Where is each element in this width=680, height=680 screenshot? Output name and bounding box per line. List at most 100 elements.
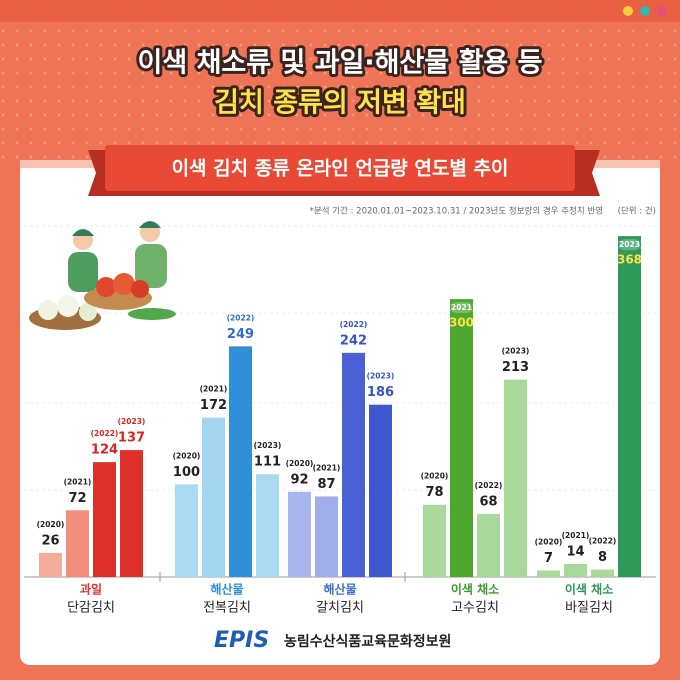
year-label: (2021) bbox=[313, 463, 341, 472]
bar bbox=[369, 404, 392, 577]
year-label: (2020) bbox=[535, 538, 563, 547]
value-label: 68 bbox=[479, 495, 497, 510]
year-label: (2023) bbox=[254, 441, 282, 450]
value-label: 87 bbox=[317, 477, 335, 492]
value-label: 111 bbox=[254, 455, 281, 470]
bar bbox=[202, 417, 225, 577]
x-tick-label: 고수김치 bbox=[451, 601, 499, 616]
footer-org: 농림수산식품교육문화정보원 bbox=[284, 633, 451, 650]
chart-title: 이색 김치 종류 온라인 언급량 연도별 추이 bbox=[172, 158, 509, 180]
cabbage bbox=[79, 303, 97, 321]
year-label: (2020) bbox=[37, 520, 65, 529]
year-label: (2023) bbox=[367, 372, 395, 381]
bar bbox=[591, 569, 614, 577]
year-label: (2022) bbox=[340, 320, 368, 329]
value-label: 8 bbox=[598, 550, 607, 565]
bar bbox=[537, 570, 560, 577]
year-label: (2022) bbox=[91, 429, 119, 438]
bar bbox=[288, 491, 311, 577]
value-label: 249 bbox=[227, 327, 254, 342]
cabbage bbox=[38, 300, 58, 320]
note: *분석 기간 : 2020.01.01~2023.10.31 / 2023년도 … bbox=[310, 206, 603, 217]
value-label: 186 bbox=[367, 385, 394, 400]
category-label: 이색 채소 bbox=[565, 582, 613, 597]
year-label: (2022) bbox=[475, 481, 503, 490]
bar bbox=[342, 352, 365, 577]
value-label: 137 bbox=[118, 431, 145, 446]
category-label: 해산물 bbox=[210, 582, 243, 597]
bar bbox=[618, 236, 641, 577]
value-label: 124 bbox=[91, 443, 118, 458]
x-tick-label: 전복김치 bbox=[203, 601, 251, 616]
headline-line-1: 이색 채소류 및 과일·해산물 활용 등 bbox=[137, 48, 542, 79]
background-dots bbox=[0, 0, 680, 160]
value-label: 368 bbox=[617, 253, 642, 267]
bar bbox=[66, 510, 89, 577]
footer: EPIS 농림수산식품교육문화정보원 bbox=[214, 628, 451, 653]
bar bbox=[477, 514, 500, 577]
kimchi bbox=[96, 277, 116, 297]
value-label: 300 bbox=[449, 316, 474, 330]
bar bbox=[229, 346, 252, 577]
bar bbox=[564, 564, 587, 577]
category-label: 과일 bbox=[80, 582, 102, 597]
value-label: 172 bbox=[200, 398, 227, 413]
value-label: 213 bbox=[502, 360, 529, 375]
bar bbox=[39, 552, 62, 577]
value-label: 92 bbox=[290, 472, 308, 487]
x-tick-label: 단감김치 bbox=[67, 601, 115, 616]
category-label: 해산물 bbox=[323, 582, 356, 597]
value-label: 26 bbox=[41, 533, 59, 548]
x-tick-label: 바질김치 bbox=[565, 601, 613, 616]
ribbon bbox=[105, 145, 575, 191]
year-label: (2021) bbox=[200, 385, 228, 394]
window-dot bbox=[657, 6, 667, 16]
kimchi bbox=[131, 280, 149, 298]
value-label: 14 bbox=[566, 545, 584, 560]
unit: (단위 : 건) bbox=[618, 206, 656, 217]
figure-cap bbox=[139, 221, 161, 228]
year-label: (2023) bbox=[502, 347, 530, 356]
year-pill bbox=[619, 239, 640, 251]
value-label: 78 bbox=[425, 485, 443, 500]
window-dot bbox=[623, 6, 633, 16]
greens bbox=[128, 308, 176, 320]
category-label: 이색 채소 bbox=[451, 582, 499, 597]
bar bbox=[120, 450, 143, 577]
bar bbox=[93, 462, 116, 577]
value-label: 242 bbox=[340, 333, 367, 348]
figure-body bbox=[135, 244, 167, 288]
year-label: (2020) bbox=[173, 451, 201, 460]
year-label: (2023) bbox=[118, 417, 146, 426]
bar bbox=[256, 474, 279, 577]
x-tick-label: 갈치김치 bbox=[316, 601, 364, 616]
year-label: (2022) bbox=[227, 313, 255, 322]
value-label: 72 bbox=[68, 491, 86, 506]
bar bbox=[315, 496, 338, 577]
year-label: (2020) bbox=[286, 459, 314, 468]
year-label: (2021) bbox=[448, 303, 476, 312]
top-bar bbox=[0, 0, 680, 22]
value-label: 7 bbox=[544, 551, 553, 566]
headline-line-2: 김치 종류의 저변 확대 bbox=[214, 88, 466, 119]
cabbage bbox=[57, 295, 79, 317]
bar bbox=[450, 299, 473, 577]
figure-body bbox=[68, 252, 98, 292]
bar bbox=[423, 504, 446, 577]
year-label: (2020) bbox=[421, 472, 449, 481]
kimchi bbox=[113, 273, 135, 295]
year-pill bbox=[451, 302, 472, 314]
value-label: 100 bbox=[173, 465, 200, 480]
year-label: (2021) bbox=[64, 477, 92, 486]
year-label: (2021) bbox=[562, 531, 590, 540]
bar bbox=[175, 484, 198, 577]
footer-logo: EPIS bbox=[214, 628, 269, 653]
window-dot bbox=[640, 6, 650, 16]
figure-cap bbox=[72, 229, 94, 236]
bar bbox=[504, 379, 527, 577]
year-label: (2023) bbox=[616, 240, 644, 249]
illustration bbox=[29, 221, 176, 330]
year-label: (2022) bbox=[589, 537, 617, 546]
